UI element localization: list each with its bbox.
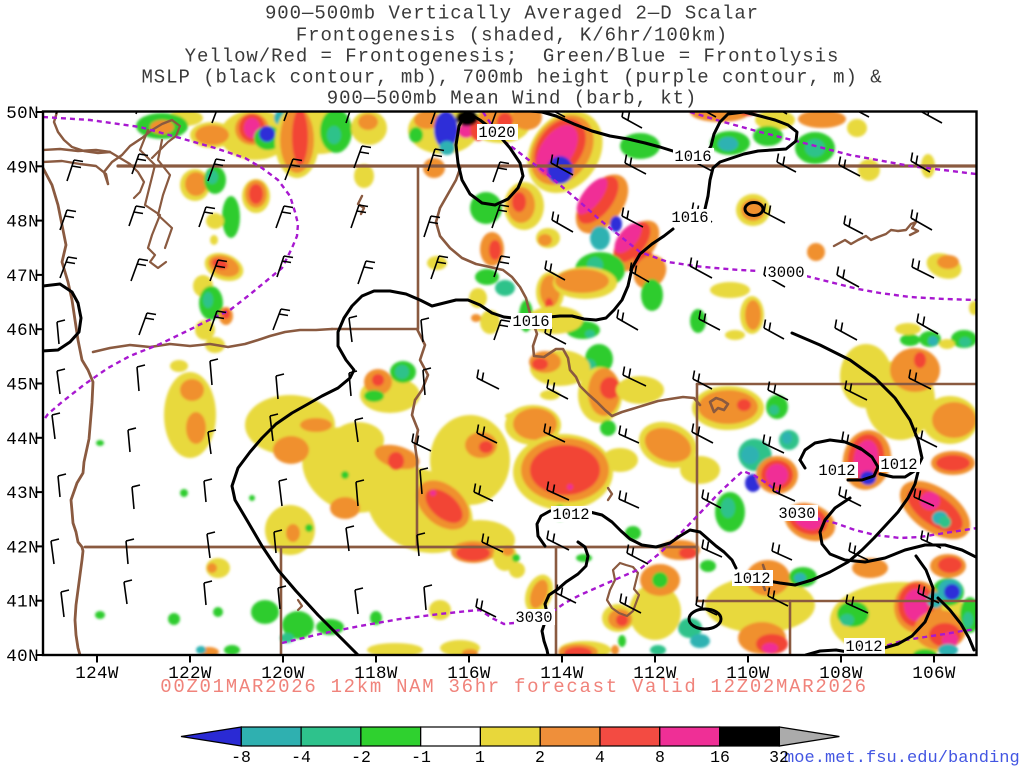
svg-text:1012: 1012 <box>818 462 855 480</box>
svg-text:122W: 122W <box>168 664 212 684</box>
svg-text:16: 16 <box>710 748 730 767</box>
svg-text:41N: 41N <box>6 593 39 613</box>
svg-text:moe.met.fsu.edu/banding: moe.met.fsu.edu/banding <box>784 749 1020 768</box>
svg-text:1016: 1016 <box>671 209 708 227</box>
svg-text:118W: 118W <box>354 664 398 684</box>
svg-text:1020: 1020 <box>478 124 515 142</box>
svg-text:-4: -4 <box>291 748 311 767</box>
svg-text:44N: 44N <box>6 430 39 450</box>
svg-text:112W: 112W <box>633 664 677 684</box>
svg-text:124W: 124W <box>75 664 119 684</box>
svg-text:MSLP (black contour, mb), 700m: MSLP (black contour, mb), 700mb height (… <box>141 67 882 89</box>
svg-text:4: 4 <box>595 748 605 767</box>
svg-text:47N: 47N <box>6 267 39 287</box>
svg-text:32: 32 <box>769 748 789 767</box>
svg-text:-8: -8 <box>231 748 251 767</box>
svg-text:40N: 40N <box>6 647 39 667</box>
svg-text:-2: -2 <box>351 748 371 767</box>
svg-text:900—500mb Mean Wind (barb, kt): 900—500mb Mean Wind (barb, kt) <box>327 88 698 110</box>
svg-text:49N: 49N <box>6 158 39 178</box>
svg-text:43N: 43N <box>6 484 39 504</box>
svg-text:3030: 3030 <box>515 609 552 627</box>
svg-text:114W: 114W <box>540 664 584 684</box>
svg-text:1012: 1012 <box>552 506 589 524</box>
svg-text:120W: 120W <box>261 664 305 684</box>
svg-text:1012: 1012 <box>733 570 770 588</box>
svg-text:110W: 110W <box>726 664 770 684</box>
svg-text:900—500mb Vertically Averaged: 900—500mb Vertically Averaged 2—D Scalar <box>265 3 759 25</box>
svg-text:8: 8 <box>655 748 665 767</box>
svg-text:1016: 1016 <box>674 148 711 166</box>
svg-text:00Z01MAR2026 12km NAM 36hr for: 00Z01MAR2026 12km NAM 36hr forecast Vali… <box>160 676 868 698</box>
svg-text:-1: -1 <box>411 748 431 767</box>
svg-text:1012: 1012 <box>845 638 882 656</box>
svg-text:Frontogenesis (shaded, K/6hr/1: Frontogenesis (shaded, K/6hr/100km) <box>296 25 728 47</box>
svg-text:3000: 3000 <box>767 264 804 282</box>
svg-text:1012: 1012 <box>880 456 917 474</box>
svg-text:116W: 116W <box>447 664 491 684</box>
svg-text:2: 2 <box>535 748 545 767</box>
svg-text:45N: 45N <box>6 376 39 396</box>
svg-text:106W: 106W <box>912 664 956 684</box>
svg-text:Yellow/Red = Frontogenesis; G: Yellow/Red = Frontogenesis; Green/Blue =… <box>185 46 840 68</box>
svg-text:46N: 46N <box>6 321 39 341</box>
svg-text:1016: 1016 <box>512 313 549 331</box>
svg-text:48N: 48N <box>6 213 39 233</box>
svg-text:3030: 3030 <box>778 505 815 523</box>
svg-text:42N: 42N <box>6 538 39 558</box>
svg-text:108W: 108W <box>819 664 863 684</box>
svg-text:1: 1 <box>475 748 485 767</box>
svg-text:50N: 50N <box>6 104 39 124</box>
